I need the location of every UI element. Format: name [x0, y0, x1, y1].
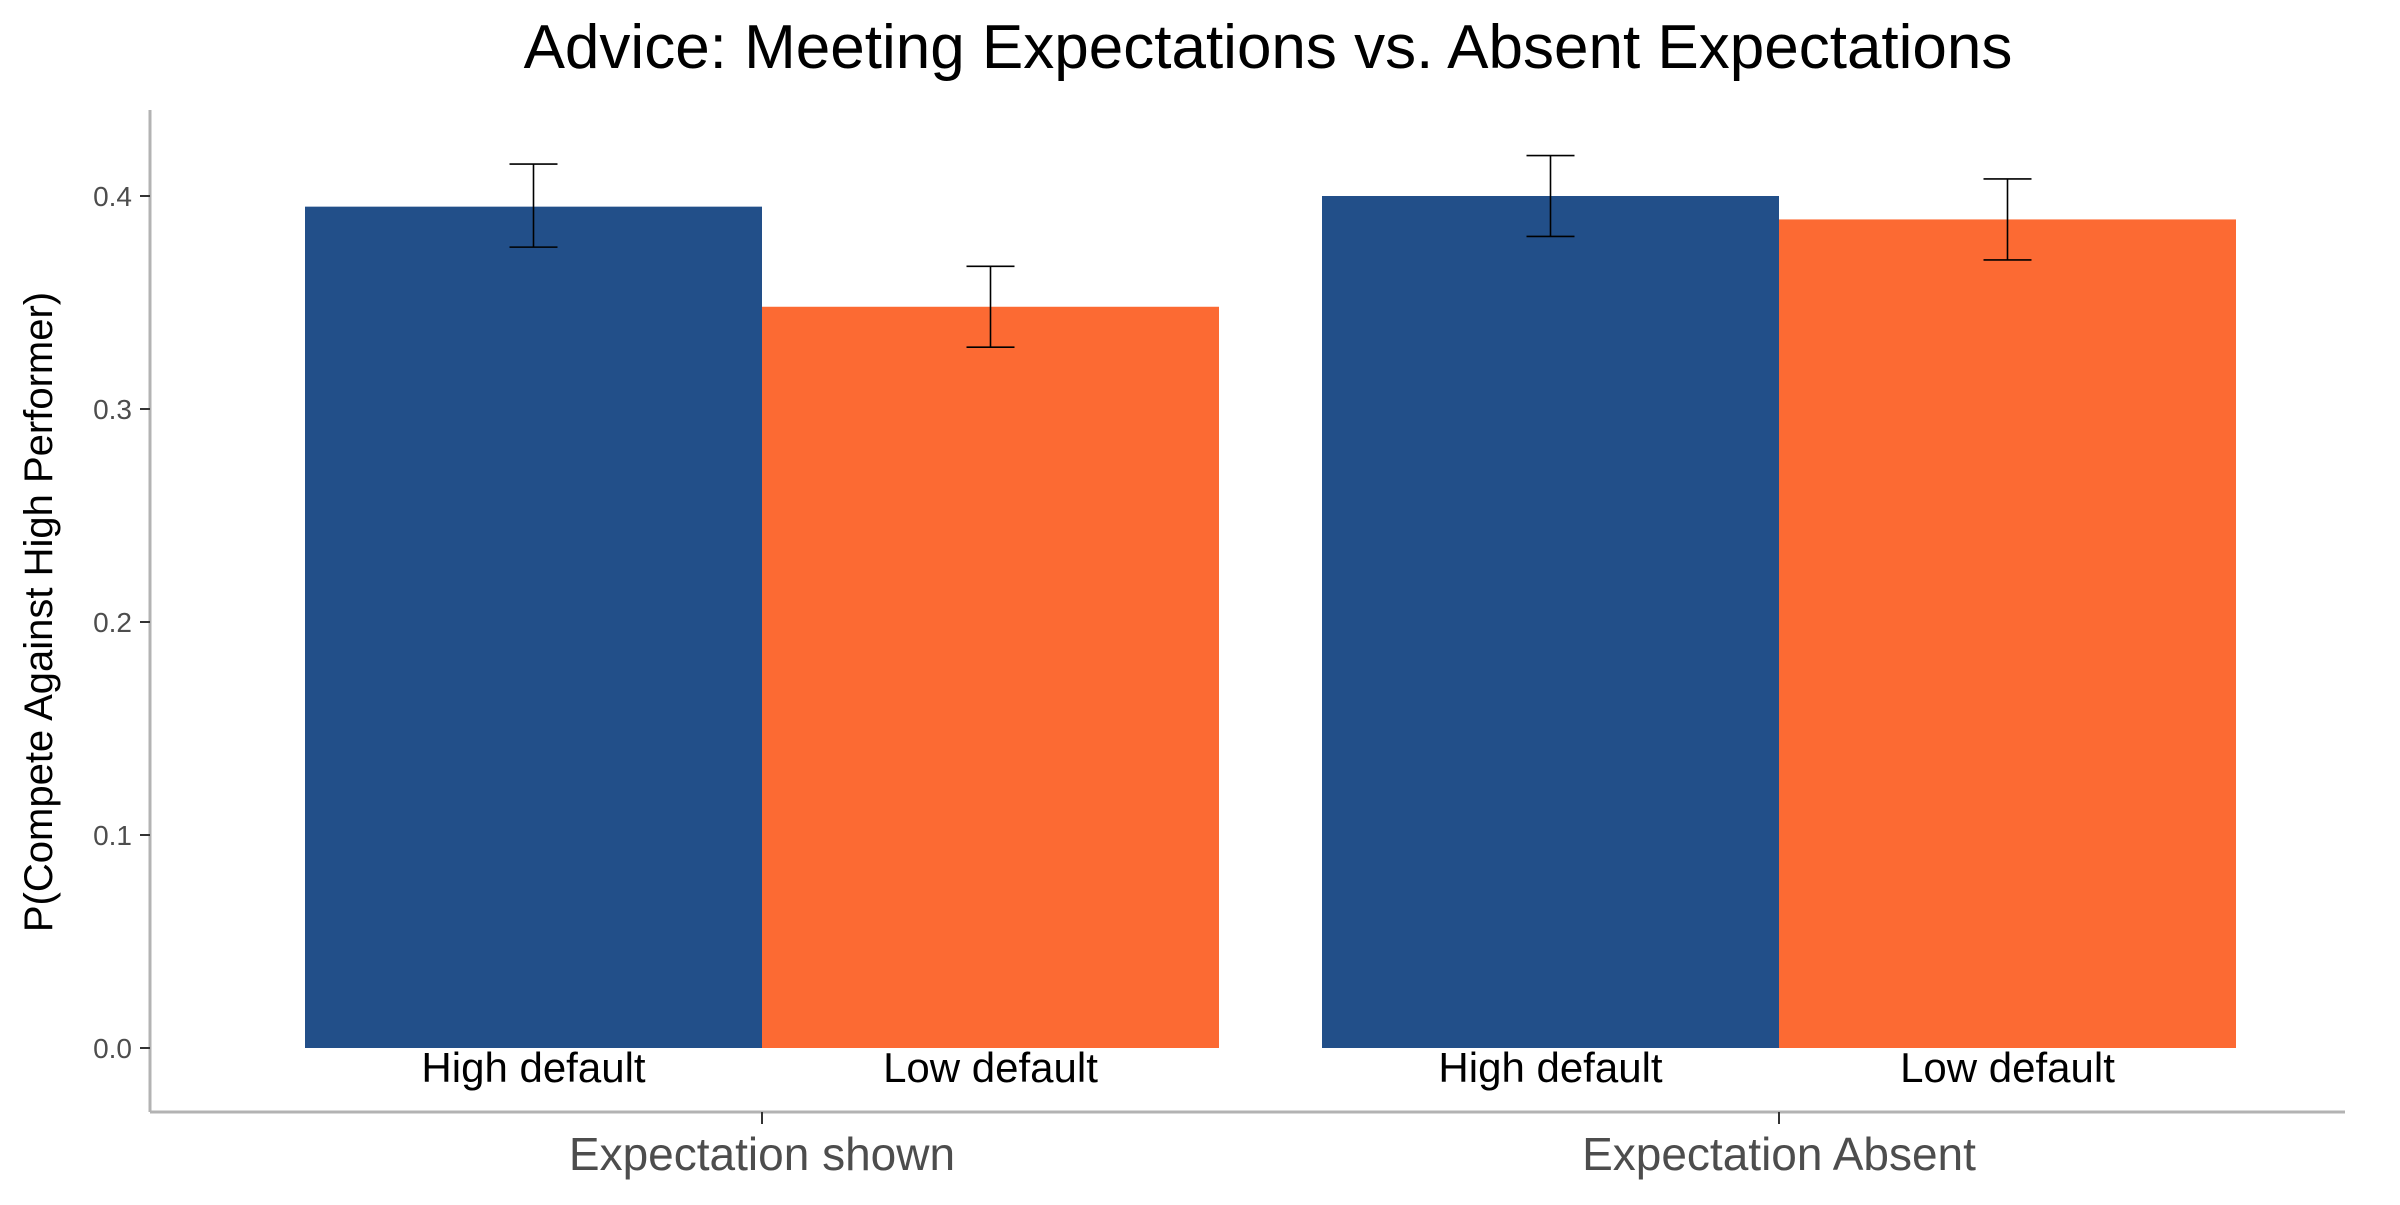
category-label: Expectation shown [569, 1128, 955, 1180]
bar [1322, 196, 1779, 1048]
sub-category-label: Low default [883, 1044, 1098, 1091]
y-tick-label: 0.4 [93, 181, 132, 212]
y-axis-title: P(Compete Against High Performer) [17, 292, 61, 932]
sub-category-label: Low default [1900, 1044, 2115, 1091]
bar [762, 306, 1219, 1048]
chart-title: Advice: Meeting Expectations vs. Absent … [524, 13, 2013, 82]
axes [140, 110, 2345, 1124]
sub-category-label: High default [421, 1044, 645, 1091]
bar [305, 206, 762, 1048]
y-tick-label: 0.1 [93, 820, 132, 851]
y-tick-label: 0.0 [93, 1033, 132, 1064]
bar [1779, 219, 2236, 1048]
bars [305, 196, 2236, 1048]
y-tick-label: 0.3 [93, 394, 132, 425]
sub-category-label: High default [1438, 1044, 1662, 1091]
category-label: Expectation Absent [1582, 1128, 1976, 1180]
y-tick-label: 0.2 [93, 607, 132, 638]
error-bars [509, 154, 2032, 349]
axis-labels: 0.0 0.1 0.2 0.3 0.4 High default Low default Ex… [93, 181, 2115, 1180]
